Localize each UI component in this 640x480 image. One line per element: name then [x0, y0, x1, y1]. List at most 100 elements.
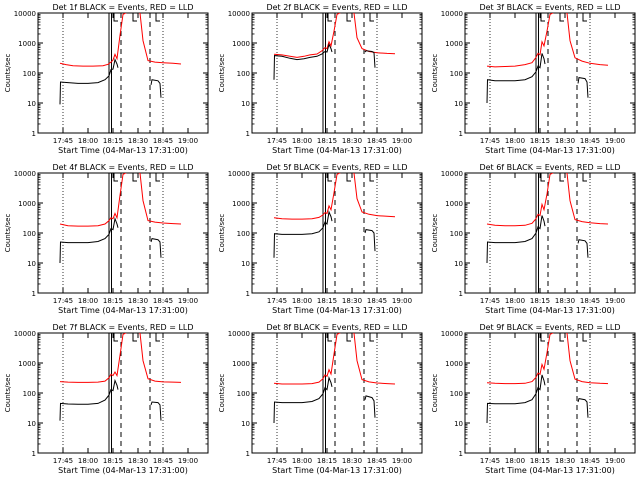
interval-bracket	[559, 333, 564, 342]
x-tick-label: 18:00	[78, 137, 98, 145]
interval-bracket	[582, 173, 587, 182]
y-tick-label: 1	[246, 290, 250, 298]
y-tick-label: 100	[237, 390, 250, 398]
x-tick-label: 18:15	[317, 297, 337, 305]
x-tick-label: 18:15	[103, 297, 123, 305]
x-axis-label: Start Time (04-Mar-13 17:31:00)	[58, 146, 188, 155]
y-axis-label: Counts/sec	[218, 374, 226, 413]
y-axis-label: Counts/sec	[218, 214, 226, 253]
detector-panel-8: 1 10 100 1000 10000 17:45 18:00 18:15 18:30 18:45…	[218, 323, 423, 475]
y-tick-label: 1000	[445, 40, 463, 48]
x-tick-label: 18:00	[505, 137, 525, 145]
y-tick-label: 1000	[445, 200, 463, 208]
y-axis-label: Counts/sec	[431, 54, 439, 93]
y-tick-label: 1000	[232, 200, 250, 208]
panel-title: Det 7f BLACK = Events, RED = LLD	[52, 323, 193, 332]
events-series-line	[273, 375, 376, 424]
x-tick-label: 19:00	[178, 457, 198, 465]
y-tick-label: 10	[241, 260, 250, 268]
x-tick-label: 19:00	[392, 457, 412, 465]
x-tick-label: 18:00	[292, 297, 312, 305]
x-tick-label: 18:45	[153, 457, 173, 465]
detector-panel-4: 1 10 100 1000 10000 17:45 18:00 18:15 18:30 18:45…	[4, 163, 209, 315]
x-axis-label: Start Time (04-Mar-13 17:31:00)	[272, 146, 402, 155]
events-series-line	[486, 215, 589, 264]
y-tick-label: 10	[454, 420, 463, 428]
lld-series-line	[273, 333, 396, 385]
x-tick-label: 19:00	[178, 297, 198, 305]
x-axis-label: Start Time (04-Mar-13 17:31:00)	[58, 306, 188, 315]
interval-bracket	[540, 333, 545, 342]
lld-series-line	[273, 13, 396, 58]
detector-panel-7: 1 10 100 1000 10000 17:45 18:00 18:15 18:30 18:45…	[4, 323, 209, 475]
y-tick-label: 10000	[228, 10, 250, 18]
y-tick-label: 10	[454, 260, 463, 268]
x-tick-label: 18:30	[128, 457, 148, 465]
interval-bracket	[559, 173, 564, 182]
y-tick-label: 10000	[228, 170, 250, 178]
x-tick-label: 18:30	[555, 457, 575, 465]
plot-frame	[251, 172, 423, 294]
y-tick-label: 10000	[14, 170, 36, 178]
plot-frame	[251, 12, 423, 134]
interval-bracket	[113, 173, 118, 182]
x-tick-label: 18:15	[317, 137, 337, 145]
y-tick-label: 100	[23, 230, 36, 238]
lld-series-line	[59, 333, 182, 383]
plot-frame	[37, 172, 209, 294]
x-tick-label: 18:15	[317, 457, 337, 465]
x-tick-label: 17:45	[267, 137, 287, 145]
interval-bracket	[540, 13, 545, 22]
events-series-line	[59, 58, 162, 105]
y-tick-label: 10	[454, 100, 463, 108]
x-tick-label: 18:00	[292, 457, 312, 465]
interval-bracket	[369, 13, 374, 22]
lld-series-line	[486, 333, 609, 385]
plot-frame	[464, 12, 636, 134]
events-series-line	[273, 210, 376, 258]
y-tick-label: 1	[459, 290, 463, 298]
panel-title: Det 2f BLACK = Events, RED = LLD	[266, 3, 407, 12]
interval-bracket	[327, 13, 332, 22]
y-tick-label: 1000	[445, 360, 463, 368]
detector-panel-1: 1 10 100 1000 10000 17:45 18:00 18:15 18:30 18:45…	[4, 3, 209, 155]
x-tick-label: 18:15	[530, 297, 550, 305]
detector-panel-9: 1 10 100 1000 10000 17:45 18:00 18:15 18:30 18:45…	[431, 323, 636, 475]
lld-series-line	[486, 173, 609, 227]
x-tick-label: 18:00	[505, 457, 525, 465]
x-tick-label: 17:45	[53, 137, 73, 145]
interval-bracket	[113, 333, 118, 342]
y-tick-label: 10000	[441, 330, 463, 338]
y-tick-label: 100	[450, 230, 463, 238]
x-axis-label: Start Time (04-Mar-13 17:31:00)	[58, 466, 188, 475]
x-tick-label: 18:30	[128, 137, 148, 145]
interval-bracket	[540, 173, 545, 182]
interval-bracket	[155, 173, 160, 182]
y-tick-label: 1	[32, 130, 36, 138]
x-tick-label: 18:30	[342, 137, 362, 145]
x-tick-label: 18:45	[367, 297, 387, 305]
detector-panel-2: 1 10 100 1000 10000 17:45 18:00 18:15 18:30 18:45…	[218, 3, 423, 155]
y-tick-label: 1000	[232, 40, 250, 48]
y-tick-label: 1	[246, 450, 250, 458]
x-axis-label: Start Time (04-Mar-13 17:31:00)	[485, 466, 615, 475]
x-axis-label: Start Time (04-Mar-13 17:31:00)	[485, 146, 615, 155]
interval-bracket	[327, 333, 332, 342]
x-tick-label: 17:45	[267, 457, 287, 465]
interval-bracket	[132, 13, 137, 22]
y-axis-label: Counts/sec	[4, 374, 12, 413]
y-axis-label: Counts/sec	[218, 54, 226, 93]
x-tick-label: 18:00	[292, 137, 312, 145]
y-tick-label: 10000	[14, 330, 36, 338]
interval-bracket	[132, 333, 137, 342]
panel-title: Det 8f BLACK = Events, RED = LLD	[266, 323, 407, 332]
x-tick-label: 18:30	[555, 297, 575, 305]
x-tick-label: 17:45	[480, 297, 500, 305]
interval-bracket	[155, 13, 160, 22]
y-tick-label: 1	[32, 290, 36, 298]
x-tick-label: 18:45	[367, 457, 387, 465]
x-tick-label: 19:00	[605, 137, 625, 145]
lld-series-line	[59, 173, 182, 227]
interval-bracket	[346, 13, 351, 22]
